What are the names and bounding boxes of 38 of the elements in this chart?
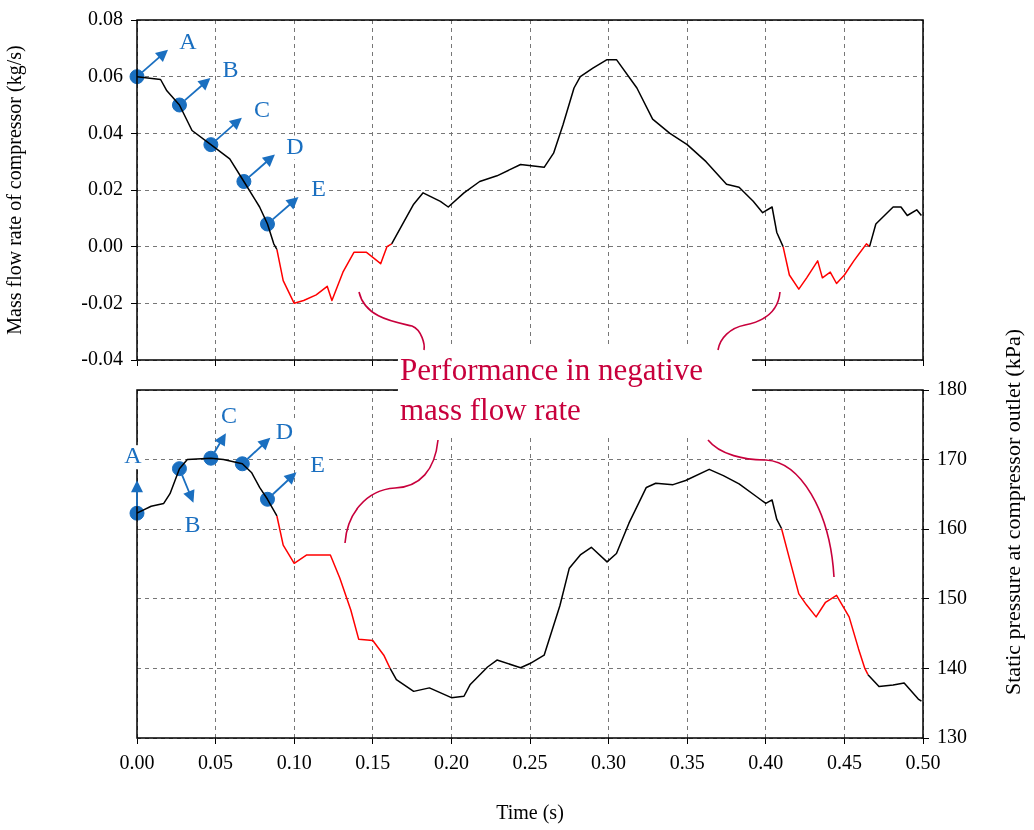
- annotation: E: [311, 175, 326, 202]
- x-axis-title: Time (s): [496, 801, 564, 825]
- annotation: A: [179, 27, 198, 54]
- y-tick-label: 0.02: [88, 177, 123, 200]
- y-tick-label: 0.06: [88, 63, 123, 86]
- x-tick-label: 0.05: [198, 751, 234, 774]
- y-tick-label: 0.08: [88, 7, 123, 30]
- y-tick-label: -0.02: [81, 290, 123, 313]
- x-tick-label: 0.50: [905, 751, 941, 774]
- annotation: B: [184, 510, 201, 537]
- annotation: A: [124, 442, 143, 469]
- annotation: E: [310, 450, 325, 477]
- x-tick-label: 0.35: [669, 751, 705, 774]
- y-axis-title: Static pressure at compressor outlet (kPa): [1000, 329, 1026, 695]
- y-tick-label: 0.04: [88, 120, 123, 143]
- y-tick-label: 160: [937, 516, 967, 539]
- x-tick-label: 0.15: [355, 751, 391, 774]
- y-tick-label: 170: [937, 446, 967, 469]
- x-tick-label: 0.40: [748, 751, 784, 774]
- y-tick-label: 150: [937, 586, 967, 609]
- x-tick-label: 0.20: [433, 751, 469, 774]
- x-tick-label: 0.45: [826, 751, 862, 774]
- annotation: Performance in negative mass flow rate: [398, 346, 752, 434]
- annotation: D: [275, 418, 293, 445]
- x-tick-label: 0.25: [512, 751, 548, 774]
- y-axis-title: Mass flow rate of compressor (kg/s): [3, 45, 27, 335]
- y-tick-label: 130: [937, 725, 967, 748]
- annotation: D: [286, 132, 304, 159]
- annotation: B: [222, 56, 239, 83]
- y-tick-label: 140: [937, 655, 967, 678]
- x-tick-label: 0.30: [591, 751, 627, 774]
- x-tick-label: 0.10: [276, 751, 312, 774]
- y-tick-label: 0.00: [88, 233, 123, 256]
- annotation: C: [220, 401, 237, 428]
- x-tick-label: 0.00: [119, 751, 155, 774]
- annotation: C: [253, 95, 270, 122]
- y-tick-label: 180: [937, 377, 967, 400]
- y-tick-label: -0.04: [81, 347, 123, 370]
